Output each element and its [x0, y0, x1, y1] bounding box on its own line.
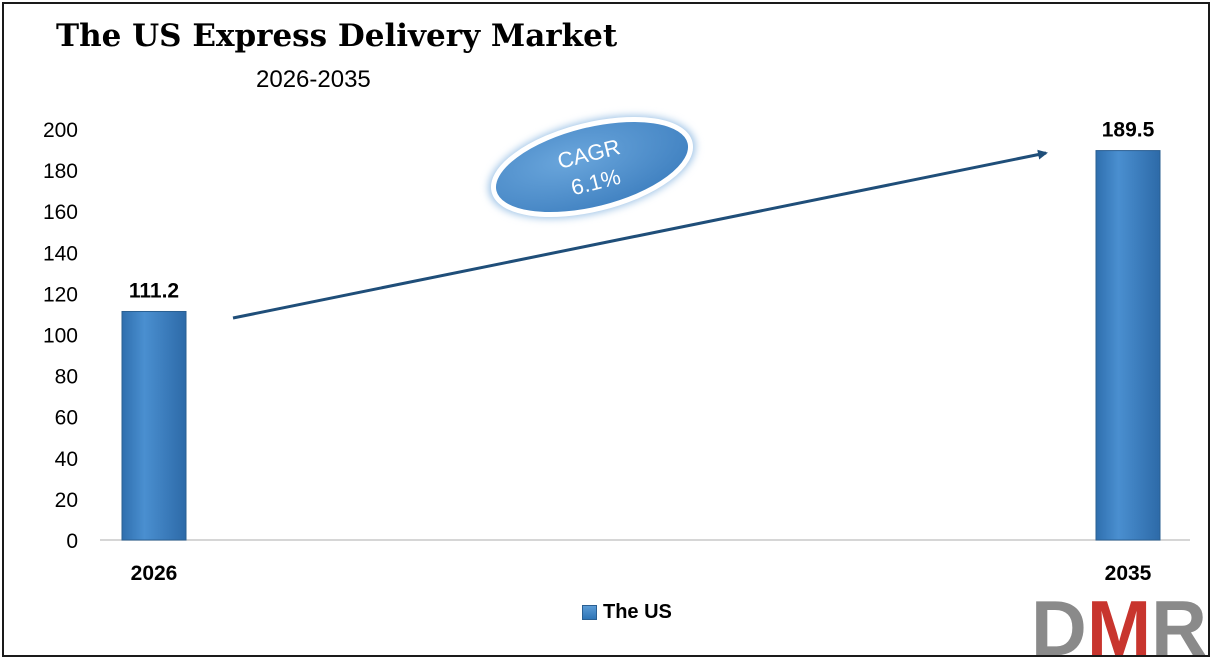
y-tick-label: 180: [43, 160, 78, 183]
y-tick-label: 60: [55, 407, 78, 430]
bar-value-label: 189.5: [1102, 119, 1155, 142]
legend: The US: [582, 601, 672, 624]
cagr-ellipse: [490, 116, 694, 218]
legend-label: The US: [603, 601, 672, 623]
y-tick-label: 120: [43, 283, 78, 306]
cagr-annotation: CAGR 6.1%: [232, 115, 1048, 320]
bar-value-label: 111.2: [129, 279, 179, 302]
y-tick-label: 200: [43, 119, 78, 142]
bar: [1095, 150, 1161, 541]
x-axis-labels: 2026 2035: [131, 562, 1152, 585]
x-tick-label: 2035: [1105, 562, 1152, 585]
y-tick-label: 80: [55, 366, 78, 389]
chart-subtitle: 2026-2035: [256, 66, 371, 93]
bars: [121, 150, 1161, 541]
cagr-arrow: [232, 149, 1048, 320]
dmr-logo: DMR: [1031, 584, 1207, 663]
y-tick-label: 100: [43, 325, 78, 348]
y-tick-label: 40: [55, 448, 78, 471]
y-axis-ticks: 0 20 40 60 80 100 120 140 160 180 200: [43, 119, 78, 553]
y-tick-label: 140: [43, 242, 78, 265]
y-tick-label: 160: [43, 201, 78, 224]
bar: [121, 310, 187, 541]
y-tick-label: 20: [55, 489, 78, 512]
legend-swatch: [582, 605, 597, 620]
y-tick-label: 0: [66, 530, 78, 553]
data-labels: 111.2 189.5: [129, 119, 1155, 303]
chart-title: The US Express Delivery Market: [56, 18, 618, 54]
dmr-logo-text: DMR: [1031, 584, 1207, 663]
x-tick-label: 2026: [131, 562, 178, 585]
